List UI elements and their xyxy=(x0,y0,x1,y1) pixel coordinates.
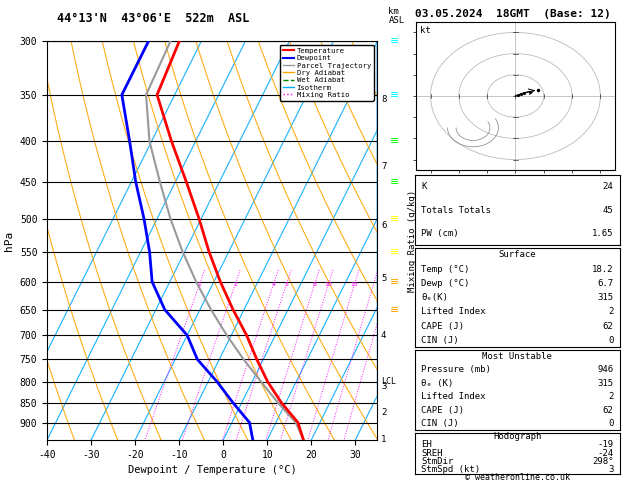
Text: Surface: Surface xyxy=(499,250,536,260)
Text: θₑ(K): θₑ(K) xyxy=(421,293,448,302)
Text: 1.65: 1.65 xyxy=(592,229,613,238)
Text: CAPE (J): CAPE (J) xyxy=(421,322,464,330)
Legend: Temperature, Dewpoint, Parcel Trajectory, Dry Adiabat, Wet Adiabat, Isotherm, Mi: Temperature, Dewpoint, Parcel Trajectory… xyxy=(280,45,374,101)
Text: Lifted Index: Lifted Index xyxy=(421,392,486,401)
Text: 0: 0 xyxy=(608,336,613,345)
Text: ≡: ≡ xyxy=(390,136,399,146)
Text: 2: 2 xyxy=(381,408,386,417)
Text: 946: 946 xyxy=(598,365,613,375)
Text: -24: -24 xyxy=(598,449,613,458)
Text: 2: 2 xyxy=(233,282,237,287)
Text: © weatheronline.co.uk: © weatheronline.co.uk xyxy=(465,473,569,482)
Text: 4: 4 xyxy=(271,282,276,287)
Text: 1: 1 xyxy=(198,282,201,287)
Text: ≡: ≡ xyxy=(390,305,399,314)
Text: 8: 8 xyxy=(313,282,316,287)
Text: StmDir: StmDir xyxy=(421,457,454,466)
Text: ≡: ≡ xyxy=(390,277,399,287)
Text: 45: 45 xyxy=(603,206,613,215)
Text: 2: 2 xyxy=(608,392,613,401)
Text: 18.2: 18.2 xyxy=(592,265,613,274)
Text: ≡: ≡ xyxy=(390,177,399,187)
Text: 03.05.2024  18GMT  (Base: 12): 03.05.2024 18GMT (Base: 12) xyxy=(415,9,611,19)
Text: LCL: LCL xyxy=(381,377,396,386)
Text: 2: 2 xyxy=(608,308,613,316)
Y-axis label: hPa: hPa xyxy=(4,230,14,251)
Text: CIN (J): CIN (J) xyxy=(421,419,459,428)
Text: Pressure (mb): Pressure (mb) xyxy=(421,365,491,375)
Text: Totals Totals: Totals Totals xyxy=(421,206,491,215)
Text: K: K xyxy=(421,182,426,191)
Text: CIN (J): CIN (J) xyxy=(421,336,459,345)
Text: 62: 62 xyxy=(603,405,613,415)
Text: ≡: ≡ xyxy=(390,90,399,100)
Text: Dewp (°C): Dewp (°C) xyxy=(421,279,470,288)
Text: θₑ (K): θₑ (K) xyxy=(421,379,454,388)
Text: 4: 4 xyxy=(381,331,386,340)
Text: 44°13'N  43°06'E  522m  ASL: 44°13'N 43°06'E 522m ASL xyxy=(57,12,249,25)
Text: 62: 62 xyxy=(603,322,613,330)
Text: 10: 10 xyxy=(325,282,332,287)
Text: CAPE (J): CAPE (J) xyxy=(421,405,464,415)
Text: -19: -19 xyxy=(598,440,613,450)
Text: 298°: 298° xyxy=(592,457,613,466)
Text: ≡: ≡ xyxy=(390,213,399,224)
Text: PW (cm): PW (cm) xyxy=(421,229,459,238)
Text: 5: 5 xyxy=(381,275,386,283)
Text: 15: 15 xyxy=(350,282,359,287)
Text: EH: EH xyxy=(421,440,432,450)
Text: 6.7: 6.7 xyxy=(598,279,613,288)
Text: 7: 7 xyxy=(381,162,386,171)
Text: 24: 24 xyxy=(603,182,613,191)
Text: Temp (°C): Temp (°C) xyxy=(421,265,470,274)
Text: ≡: ≡ xyxy=(390,36,399,46)
Text: km
ASL: km ASL xyxy=(388,7,404,25)
Text: 3: 3 xyxy=(608,465,613,474)
Text: StmSpd (kt): StmSpd (kt) xyxy=(421,465,481,474)
Text: 1: 1 xyxy=(381,435,386,444)
Text: Mixing Ratio (g/kg): Mixing Ratio (g/kg) xyxy=(408,190,417,292)
Text: ≡: ≡ xyxy=(390,246,399,257)
Text: 6: 6 xyxy=(381,221,386,230)
Text: kt: kt xyxy=(420,26,431,35)
X-axis label: Dewpoint / Temperature (°C): Dewpoint / Temperature (°C) xyxy=(128,465,297,475)
Text: 0: 0 xyxy=(608,419,613,428)
Text: Lifted Index: Lifted Index xyxy=(421,308,486,316)
Text: Hodograph: Hodograph xyxy=(493,432,542,441)
Text: 3: 3 xyxy=(381,382,386,391)
Text: SREH: SREH xyxy=(421,449,443,458)
Text: 315: 315 xyxy=(598,379,613,388)
Text: Most Unstable: Most Unstable xyxy=(482,352,552,361)
Text: 315: 315 xyxy=(598,293,613,302)
Text: 8: 8 xyxy=(381,95,386,104)
Text: 5: 5 xyxy=(284,282,288,287)
